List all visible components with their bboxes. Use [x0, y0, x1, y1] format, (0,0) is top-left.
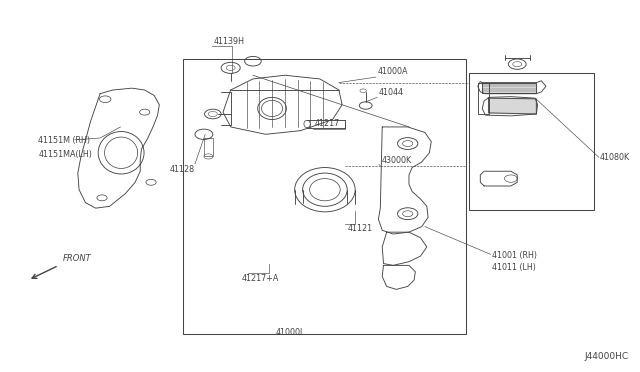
- Text: 41080K: 41080K: [600, 153, 630, 163]
- Text: FRONT: FRONT: [63, 254, 92, 263]
- Text: 43000K: 43000K: [381, 155, 412, 164]
- Text: 41044: 41044: [378, 88, 403, 97]
- Bar: [183, 59, 467, 334]
- Text: 41139H: 41139H: [214, 37, 244, 46]
- Text: 41217+A: 41217+A: [242, 274, 280, 283]
- Text: 41151MA(LH): 41151MA(LH): [38, 150, 92, 159]
- Text: 41217: 41217: [315, 119, 340, 128]
- Polygon shape: [482, 83, 536, 93]
- Bar: [204, 138, 213, 157]
- Text: 41121: 41121: [348, 224, 372, 233]
- Text: 41151M (RH): 41151M (RH): [38, 136, 90, 145]
- Text: 41001 (RH): 41001 (RH): [492, 251, 537, 260]
- Polygon shape: [488, 98, 536, 114]
- Text: 41000A: 41000A: [377, 67, 408, 76]
- Bar: [470, 73, 594, 210]
- Text: 41128: 41128: [169, 165, 195, 174]
- Text: 41000L: 41000L: [275, 328, 305, 337]
- Text: 41011 (LH): 41011 (LH): [492, 263, 536, 272]
- Text: J44000HC: J44000HC: [584, 352, 628, 361]
